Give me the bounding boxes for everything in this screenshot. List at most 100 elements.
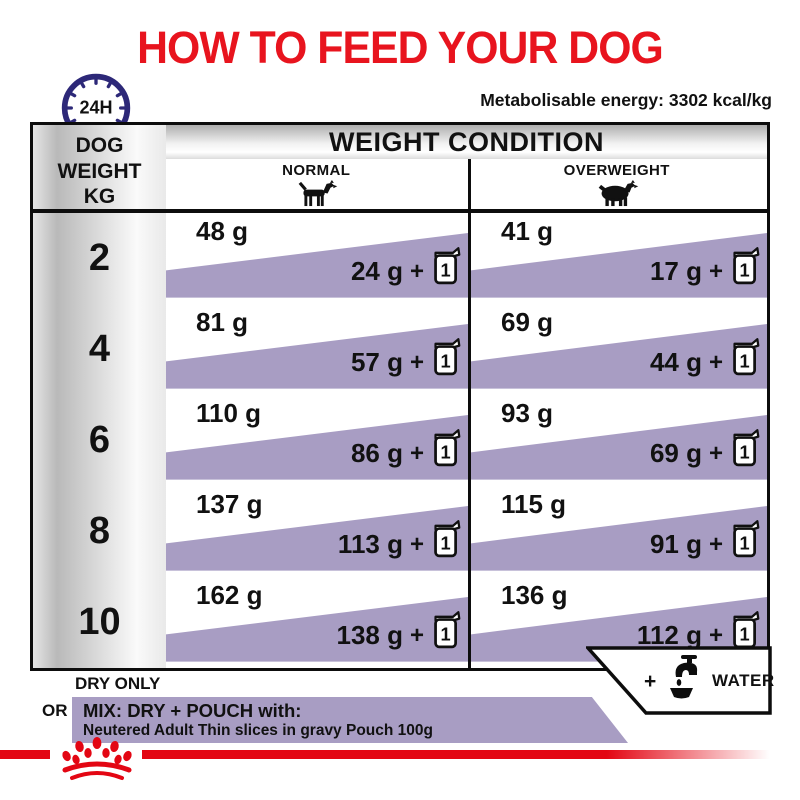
mix-subtitle: Neutered Adult Thin slices in gravy Pouc… <box>83 722 433 739</box>
mix-banner: MIX: DRY + POUCH with: Neutered Adult Th… <box>72 697 628 743</box>
pouch-icon: 1 <box>733 520 760 558</box>
page-title: HOW TO FEED YOUR DOG <box>137 22 664 73</box>
mix-amount-group: 113 g + 1 <box>338 520 462 565</box>
overweight-cell: 69 g 44 g + 1 <box>471 304 767 395</box>
water-label: WATER <box>712 671 775 690</box>
overweight-dog-icon <box>598 179 638 206</box>
dry-amount: 41 g <box>501 216 554 246</box>
header-divider-line <box>33 209 767 213</box>
pouch-icon: 1 <box>733 247 760 285</box>
pouch-count: 1 <box>740 351 750 372</box>
pouch-icon: 1 <box>733 429 760 467</box>
normal-cell: 137 g 113 g + 1 <box>166 486 468 577</box>
plus-sign: + <box>409 530 424 558</box>
plus-sign: + <box>644 670 657 693</box>
dry-amount: 69 g <box>501 307 554 337</box>
pouch-count: 1 <box>441 533 451 554</box>
pouch-count: 1 <box>441 624 451 645</box>
normal-cell: 48 g 24 g + 1 <box>166 213 468 304</box>
mix-amount-group: 138 g + 1 <box>336 611 462 656</box>
pouch-count: 1 <box>740 442 750 463</box>
dog-weight-value: 10 <box>78 601 121 643</box>
mix-amount: 112 g <box>636 620 702 650</box>
dog-weight-value: 4 <box>88 328 111 370</box>
dry-amount: 93 g <box>501 398 554 428</box>
faucet-bowl-icon <box>670 655 698 699</box>
pouch-icon: 1 <box>434 247 461 285</box>
normal-cell: 162 g 138 g + 1 <box>166 577 468 668</box>
pouch-count: 1 <box>740 624 750 645</box>
or-label: OR <box>42 701 68 720</box>
mix-amount: 24 g <box>350 256 403 286</box>
mix-amount-group: 91 g + 1 <box>650 520 761 565</box>
mix-amount-group: 86 g + 1 <box>350 429 462 474</box>
mix-amount-group: 69 g + 1 <box>649 429 761 474</box>
pouch-icon: 1 <box>434 338 461 376</box>
pouch-count: 1 <box>441 442 451 463</box>
overweight-cell: 41 g 17 g + 1 <box>471 213 767 304</box>
mix-amount-group: 57 g + 1 <box>350 338 462 383</box>
table-row: 8 137 g 113 g + 1 <box>33 486 767 577</box>
plus-sign: + <box>708 621 723 649</box>
normal-dog-icon <box>298 179 338 206</box>
mix-amount: 17 g <box>649 256 702 286</box>
dog-weight-value: 8 <box>88 510 111 552</box>
dry-amount: 110 g <box>196 398 262 428</box>
overweight-column-header: OVERWEIGHT <box>467 159 768 209</box>
dog-weight-value: 6 <box>88 419 111 461</box>
dry-amount: 81 g <box>196 307 249 337</box>
normal-column-header: NORMAL <box>166 159 467 209</box>
pouch-icon: 1 <box>434 520 461 558</box>
mix-title: MIX: DRY + POUCH with: <box>83 700 302 721</box>
clock-label: 24H <box>79 98 112 118</box>
condition-subheader: NORMAL OVERWEIGHT <box>166 159 767 209</box>
mix-amount: 138 g <box>336 620 403 650</box>
dry-amount: 136 g <box>501 580 568 610</box>
pouch-icon: 1 <box>733 611 760 649</box>
water-callout: + WATER <box>586 646 775 716</box>
plus-sign: + <box>409 621 424 649</box>
plus-sign: + <box>708 257 723 285</box>
pouch-count: 1 <box>740 533 750 554</box>
plus-sign: + <box>409 348 424 376</box>
overweight-cell: 93 g 69 g + 1 <box>471 395 767 486</box>
energy-note: Metabolisable energy: 3302 kcal/kg <box>480 90 772 110</box>
weight-column-header: DOG WEIGHT KG <box>57 134 142 209</box>
mix-amount: 69 g <box>649 438 702 468</box>
table-row: 4 81 g 57 g + 1 <box>33 304 767 395</box>
plus-sign: + <box>708 348 723 376</box>
mix-amount-group: 24 g + 1 <box>350 247 462 292</box>
dog-weight-value: 2 <box>88 237 111 279</box>
pouch-icon: 1 <box>434 611 461 649</box>
mix-amount-group: 44 g + 1 <box>649 338 761 383</box>
dry-amount: 137 g <box>196 489 263 519</box>
plus-sign: + <box>708 439 723 467</box>
dry-amount: 48 g <box>196 216 249 246</box>
dry-only-label: DRY ONLY <box>75 674 161 693</box>
pouch-count: 1 <box>740 260 750 281</box>
mix-amount: 57 g <box>350 347 403 377</box>
dry-amount: 162 g <box>196 580 263 610</box>
mix-amount-group: 17 g + 1 <box>649 247 761 292</box>
weight-column-background <box>33 125 166 668</box>
pouch-count: 1 <box>441 260 451 281</box>
normal-cell: 81 g 57 g + 1 <box>166 304 468 395</box>
pouch-icon: 1 <box>733 338 760 376</box>
overweight-label: OVERWEIGHT <box>563 161 670 179</box>
brand-strip-left <box>0 750 50 759</box>
feeding-table: DOG WEIGHT KG WEIGHT CONDITION NORMAL <box>30 122 770 671</box>
plus-sign: + <box>409 257 424 285</box>
table-row: 6 110 g 86 g + 1 <box>33 395 767 486</box>
weight-condition-header: WEIGHT CONDITION <box>166 125 767 159</box>
mix-amount: 86 g <box>350 438 403 468</box>
column-divider-line <box>468 159 471 668</box>
pouch-icon: 1 <box>434 429 461 467</box>
mix-amount: 44 g <box>649 347 702 377</box>
mix-amount-group: 112 g + 1 <box>636 611 761 656</box>
normal-cell: 110 g 86 g + 1 <box>166 395 468 486</box>
dry-amount: 115 g <box>501 489 567 519</box>
plus-sign: + <box>409 439 424 467</box>
pouch-count: 1 <box>441 351 451 372</box>
table-row: 2 48 g 24 g + 1 <box>33 213 767 304</box>
